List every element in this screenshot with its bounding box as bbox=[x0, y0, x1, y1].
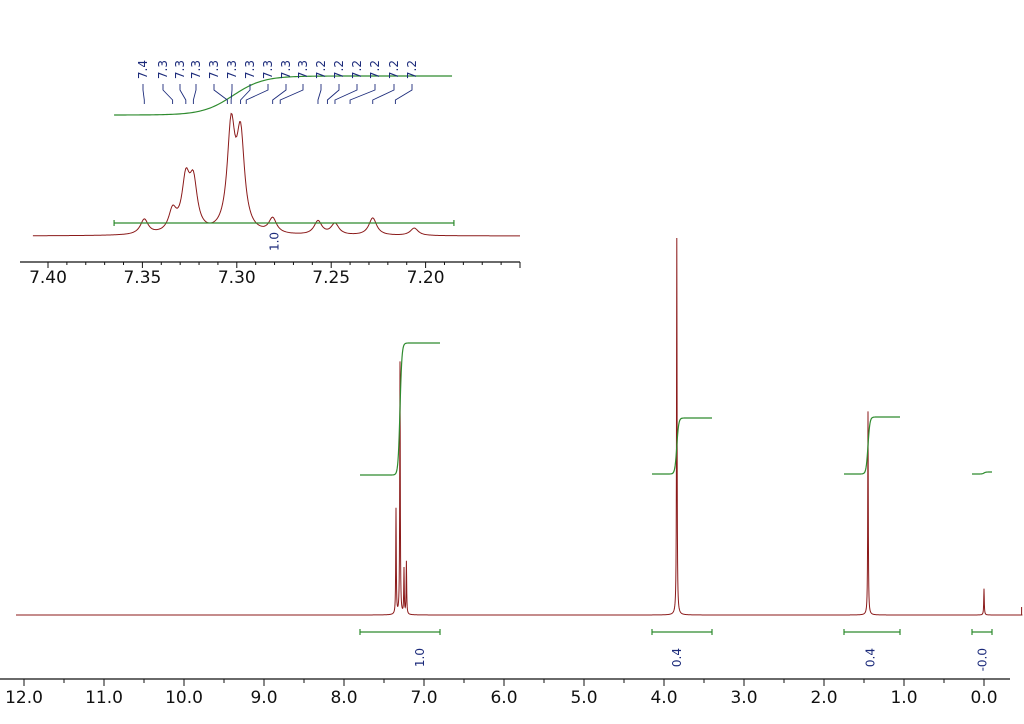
peak-label-connector bbox=[162, 84, 174, 104]
peak-label: 7.2 bbox=[405, 60, 419, 79]
inset-tick-label: 7.35 bbox=[123, 268, 161, 288]
spectrum-trace bbox=[16, 237, 1023, 616]
peak-label: 7.3 bbox=[207, 60, 221, 79]
inset-expansion-plot: 7.40 7.35 7.30 7.25 7.201.07.4 7.3 7.3 7.3 7.3 7.… bbox=[20, 60, 521, 288]
peak-label: 7.3 bbox=[243, 60, 257, 79]
integral-value-label: -0.0 bbox=[975, 648, 989, 671]
inset-integral-curve bbox=[114, 75, 453, 116]
x-tick-label: 4.0 bbox=[650, 688, 677, 708]
peak-label-connector bbox=[334, 84, 358, 104]
peak-label: 7.3 bbox=[225, 60, 239, 79]
integral-curve-3-84 bbox=[652, 417, 712, 475]
x-tick-label: 1.0 bbox=[890, 688, 917, 708]
peak-label-connector bbox=[272, 84, 287, 104]
peak-label-connector bbox=[213, 84, 228, 104]
x-tick-label: 12.0 bbox=[5, 688, 43, 708]
peak-label: 7.2 bbox=[387, 60, 401, 79]
peak-label: 7.3 bbox=[261, 60, 275, 79]
peak-label: 7.3 bbox=[173, 60, 187, 79]
peak-label: 7.4 bbox=[136, 60, 150, 79]
peak-label-connector bbox=[317, 84, 322, 104]
main-spectrum-plot: 12.0 11.0 10.0 9.0 8.0 7.0 6.0 5.0 4.0 3.0 2.0 1.0 0… bbox=[0, 237, 1023, 708]
peak-label-connector bbox=[279, 84, 304, 104]
integral-curve-aromatic bbox=[360, 342, 440, 476]
inset-tick-label: 7.30 bbox=[218, 268, 256, 288]
integral-value-label: 1.0 bbox=[413, 648, 427, 667]
peak-label: 7.3 bbox=[156, 60, 170, 79]
x-tick-label: 11.0 bbox=[85, 688, 123, 708]
x-tick-label: 5.0 bbox=[570, 688, 597, 708]
inset-tick-label: 7.20 bbox=[407, 268, 445, 288]
peak-label-connector bbox=[192, 84, 197, 104]
peak-label-connector bbox=[179, 84, 187, 104]
x-tick-label: 3.0 bbox=[730, 688, 757, 708]
inset-tick-label: 7.40 bbox=[29, 268, 67, 288]
peak-label: 7.2 bbox=[332, 60, 346, 79]
peak-label-connector bbox=[326, 84, 340, 104]
peak-label: 7.2 bbox=[350, 60, 364, 79]
peak-label-connector bbox=[240, 84, 251, 104]
peak-label: 7.2 bbox=[314, 60, 328, 79]
integral-value-label: 0.4 bbox=[863, 648, 877, 667]
inset-tick-label: 7.25 bbox=[312, 268, 350, 288]
x-tick-label: 2.0 bbox=[810, 688, 837, 708]
integral-curve-tms bbox=[972, 471, 992, 475]
peak-label-connector bbox=[142, 84, 145, 104]
peak-label-connector bbox=[230, 84, 233, 104]
inset-integral-label: 1.0 bbox=[268, 232, 282, 251]
peak-label-connector bbox=[349, 84, 376, 104]
peak-label: 7.3 bbox=[189, 60, 203, 79]
peak-label: 7.3 bbox=[296, 60, 310, 79]
peak-label: 7.2 bbox=[368, 60, 382, 79]
peak-label-connector bbox=[372, 84, 395, 104]
peak-label-connector bbox=[245, 84, 269, 104]
x-tick-label: 0.0 bbox=[970, 688, 997, 708]
integral-value-label: 0.4 bbox=[670, 648, 684, 667]
integral-curve-1-45 bbox=[844, 416, 900, 475]
x-tick-label: 7.0 bbox=[410, 688, 437, 708]
x-tick-label: 10.0 bbox=[165, 688, 203, 708]
peak-label: 7.3 bbox=[279, 60, 293, 79]
x-tick-label: 8.0 bbox=[330, 688, 357, 708]
peak-label-connector bbox=[394, 84, 413, 104]
x-tick-label: 6.0 bbox=[490, 688, 517, 708]
x-tick-label: 9.0 bbox=[250, 688, 277, 708]
